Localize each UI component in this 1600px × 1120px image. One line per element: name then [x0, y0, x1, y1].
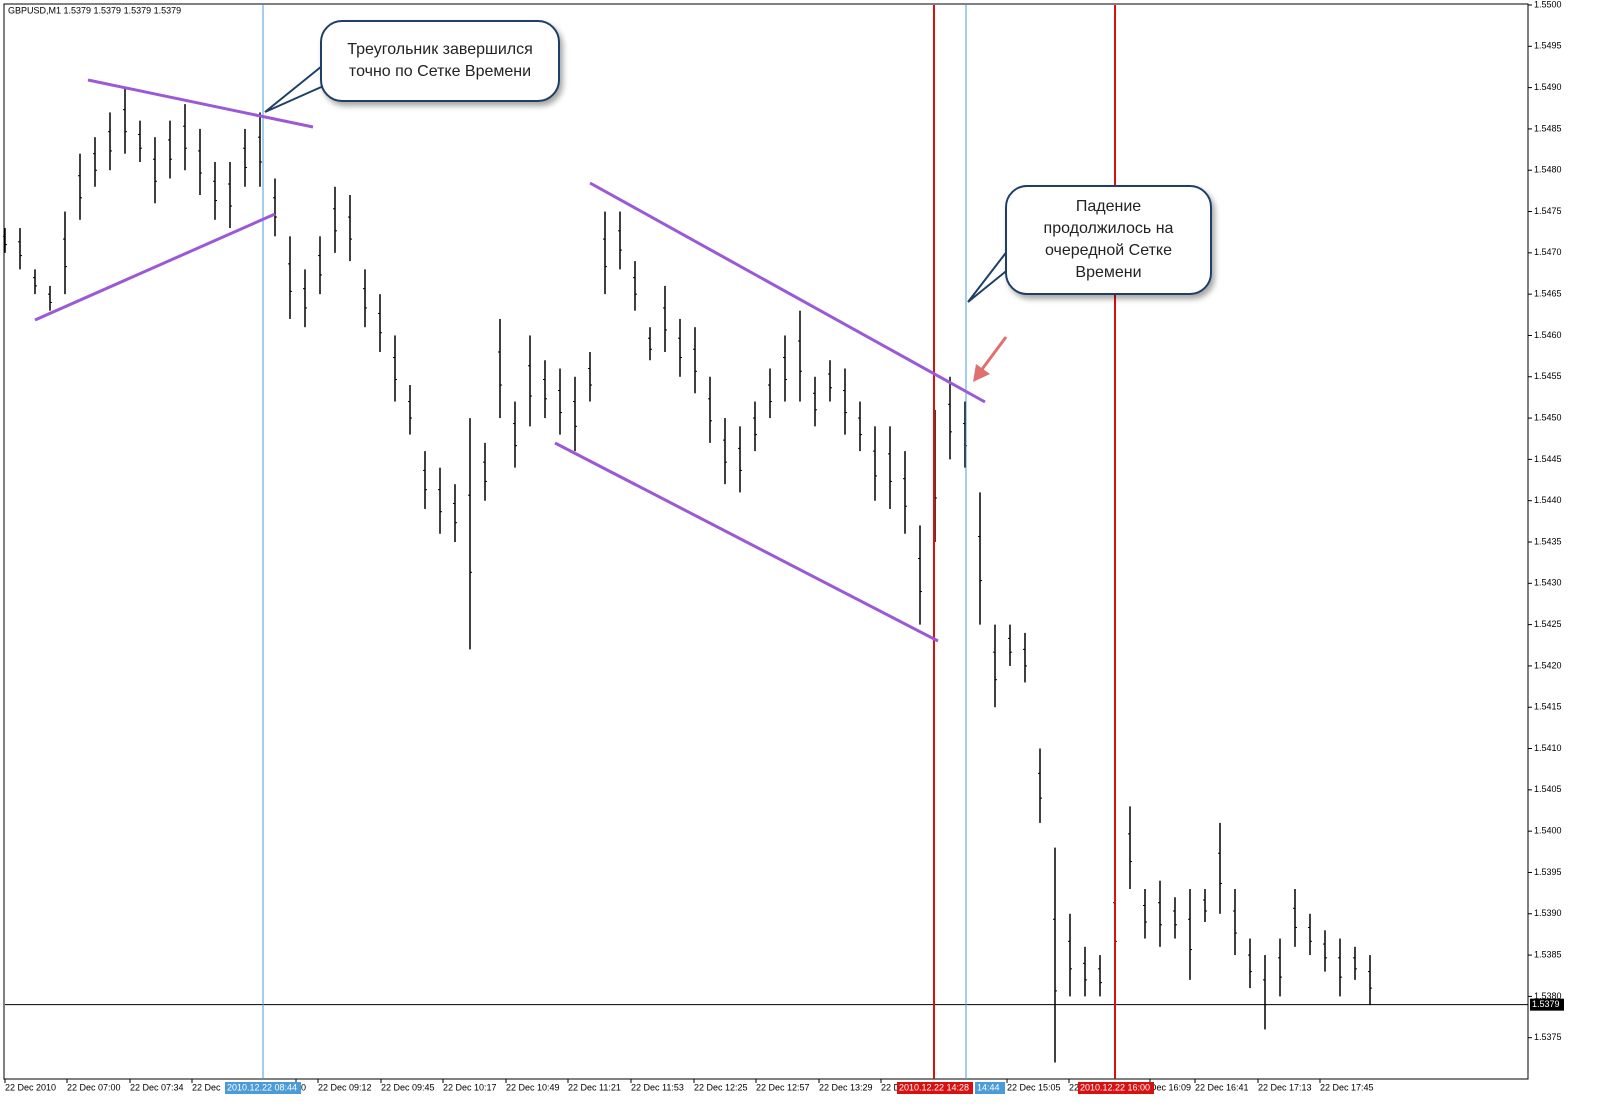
y-tick-label: 1.5390: [1534, 908, 1562, 918]
y-tick-label: 1.5410: [1534, 743, 1562, 753]
y-tick-label: 1.5405: [1534, 784, 1562, 794]
x-tick-label: 22 Dec 16:41: [1195, 1082, 1249, 1092]
x-tick-label: 22 Dec 17:45: [1320, 1082, 1374, 1092]
y-tick-label: 1.5470: [1534, 247, 1562, 257]
x-tick-label: 22 Dec 07:34: [130, 1082, 184, 1092]
x-tick-label: 22 Dec 10:49: [506, 1082, 560, 1092]
x-tick-label: 22 Dec: [192, 1082, 221, 1092]
y-tick-label: 1.5415: [1534, 702, 1562, 712]
y-tick-label: 1.5435: [1534, 536, 1562, 546]
y-tick-label: 1.5440: [1534, 495, 1562, 505]
y-tick-label: 1.5400: [1534, 826, 1562, 836]
time-line-label: 2010.12.22 16:00: [1080, 1082, 1150, 1092]
callout: Падение продолжилось на очередной Сетке …: [1005, 185, 1212, 295]
x-tick-label: 22 Dec 2010: [5, 1082, 56, 1092]
x-tick-label: 22 Dec: [881, 1082, 910, 1092]
y-tick-label: 1.5485: [1534, 123, 1562, 133]
arrow: [978, 336, 1008, 373]
y-tick-label: 1.5375: [1534, 1032, 1562, 1042]
x-tick-label: 22 Dec 15:05: [1007, 1082, 1061, 1092]
x-tick-label: 22 Dec 09:12: [318, 1082, 372, 1092]
y-tick-label: 1.5475: [1534, 206, 1562, 216]
time-line-box: [1078, 1082, 1154, 1094]
plot-frame: [3, 3, 1529, 1080]
x-tick-label: 22 Dec 17:13: [1258, 1082, 1312, 1092]
chart-title: GBPUSD,M1 1.5379 1.5379 1.5379 1.5379: [8, 5, 181, 15]
trend-line: [34, 212, 276, 322]
callout: Треугольник завершился точно по Сетке Вр…: [320, 20, 560, 102]
y-tick-label: 1.5465: [1534, 289, 1562, 299]
time-line-label: 2010.12.22 14:28: [899, 1082, 969, 1092]
y-tick-label: 1.5500: [1534, 0, 1562, 9]
y-tick-label: 1.5450: [1534, 412, 1562, 422]
y-tick-label: 1.5420: [1534, 660, 1562, 670]
x-tick-label: 22 Dec 12:25: [694, 1082, 748, 1092]
x-tick-label: 22: [1069, 1082, 1079, 1092]
x-tick-label: 22 Dec 09:45: [381, 1082, 435, 1092]
x-tick-label: Dec 16:09: [1150, 1082, 1191, 1092]
x-tick-label: 22 Dec 12:57: [756, 1082, 810, 1092]
y-tick-label: 1.5495: [1534, 41, 1562, 51]
y-tick-label: 1.5395: [1534, 867, 1562, 877]
x-tick-label: 22 Dec 11:53: [631, 1082, 684, 1092]
x-tick-label: 40: [296, 1082, 306, 1092]
y-tick-label: 1.5455: [1534, 371, 1562, 381]
y-tick-label: 1.5460: [1534, 330, 1562, 340]
time-line-box: [897, 1082, 973, 1094]
y-tick-label: 1.5445: [1534, 454, 1562, 464]
y-tick-label: 1.5380: [1534, 991, 1562, 1001]
x-tick-label: 22 Dec 11:21: [568, 1082, 621, 1092]
y-tick-label: 1.5490: [1534, 82, 1562, 92]
time-line-label: 14:44: [977, 1082, 1000, 1092]
x-tick-label: 22 Dec 13:29: [819, 1082, 873, 1092]
current-price-box: [1530, 998, 1564, 1011]
trend-line: [554, 441, 939, 643]
y-tick-label: 1.5430: [1534, 578, 1562, 588]
y-tick-label: 1.5425: [1534, 619, 1562, 629]
time-line-box: [975, 1082, 1005, 1094]
y-tick-label: 1.5385: [1534, 949, 1562, 959]
time-line-box: [225, 1082, 301, 1094]
arrow-head: [973, 364, 990, 382]
x-tick-label: 22 Dec 10:17: [443, 1082, 497, 1092]
x-tick-label: 22 Dec 07:00: [67, 1082, 121, 1092]
current-price-label: 1.5379: [1532, 999, 1560, 1009]
y-tick-label: 1.5480: [1534, 165, 1562, 175]
trend-line: [589, 181, 986, 404]
trend-line: [87, 78, 314, 129]
time-line-label: 2010.12.22 08:44: [227, 1082, 297, 1092]
